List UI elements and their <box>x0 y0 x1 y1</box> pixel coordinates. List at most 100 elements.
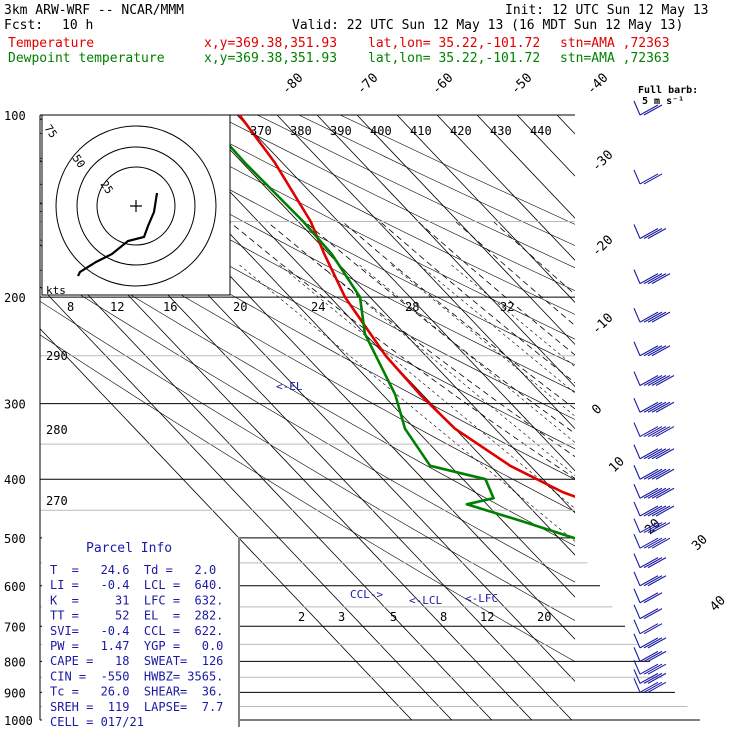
parcel-info-row: Tc = 26.0 SHEAR= 36. <box>50 685 223 699</box>
isotherm-line <box>597 115 740 720</box>
mixing-ratio-label: 28 <box>405 300 419 314</box>
mixing-ratio-label: 20 <box>537 610 551 624</box>
forecast-hours: 10 h <box>62 18 94 33</box>
pressure-tick-label: 1000 <box>4 714 33 728</box>
isotherm-label: -30 <box>589 148 616 175</box>
dry-adiabat <box>215 114 575 292</box>
temperature-xy: x,y=369.38,351.93 <box>204 36 338 51</box>
isotherm-label: 10 <box>606 454 628 476</box>
theta-label: 430 <box>490 124 512 138</box>
isotherm-line <box>476 114 575 219</box>
isotherm-label: -10 <box>589 311 616 338</box>
model-title: 3km ARW-WRF -- NCAR/MMM <box>4 3 185 18</box>
temperature-legend: Temperature <box>8 36 95 51</box>
temperature-latlon: lat,lon= 35.22,-101.72 <box>368 36 541 51</box>
parcel-info-row: SVI= -0.4 CCL = 622. <box>50 624 223 638</box>
wind-barb <box>633 633 667 649</box>
lcl-marker: <-LCL <box>409 594 442 607</box>
wind-barb <box>633 465 675 480</box>
mixing-ratio-label: 2 <box>298 610 305 624</box>
dewpoint-curve <box>201 114 575 540</box>
mixing-ratio-label: 8 <box>67 300 74 314</box>
isotherm-line <box>196 114 575 514</box>
hodograph-ring <box>96 166 176 246</box>
isotherm-label: -50 <box>508 71 535 98</box>
isotherm-line <box>276 114 575 430</box>
theta-label: 380 <box>290 124 312 138</box>
theta-label: 420 <box>450 124 472 138</box>
isotherm-label: -80 <box>279 71 306 98</box>
theta-label: 410 <box>410 124 432 138</box>
parcel-info-row: T = 24.6 Td = 2.0 <box>50 563 216 577</box>
wind-barb <box>633 518 671 534</box>
isotherm-label: -40 <box>584 71 611 98</box>
wind-barb <box>633 669 667 684</box>
wind-barb <box>633 533 671 549</box>
pressure-tick-label: 400 <box>4 473 26 487</box>
pressure-tick-label: 500 <box>4 532 26 546</box>
wind-barb <box>633 604 663 620</box>
isotherm-label: -60 <box>429 71 456 98</box>
mixing-ratio-label: 12 <box>110 300 124 314</box>
parcel-info-row: LI = -0.4 LCL = 640. <box>50 578 223 592</box>
hodograph-trace <box>77 192 159 277</box>
parcel-info-title: Parcel Info <box>86 541 172 556</box>
wind-barbs <box>633 100 675 693</box>
parcel-info-row: K = 31 LFC = 632. <box>50 593 223 607</box>
wind-barb <box>633 398 675 413</box>
mixing-ratio-label: 20 <box>233 300 247 314</box>
isotherm-line <box>40 328 413 721</box>
dewpoint-latlon: lat,lon= 35.22,-101.72 <box>368 51 541 66</box>
theta-label: 440 <box>530 124 552 138</box>
valid-time: Valid: 22 UTC Sun 12 May 13 (16 MDT Sun … <box>292 18 684 33</box>
mixing-ratio-label: 32 <box>500 300 514 314</box>
isotherm-line <box>356 114 575 346</box>
parcel-info-row: SREH = 119 LAPSE= 7.7 <box>50 700 223 714</box>
wind-barb <box>633 341 671 357</box>
dry-adiabat <box>257 114 575 269</box>
mixing-ratio-line <box>359 264 575 443</box>
mixing-ratio-line <box>419 264 575 394</box>
pressure-tick-label: 200 <box>4 291 26 305</box>
theta-label: 270 <box>46 494 68 508</box>
isotherm-line <box>40 243 493 721</box>
wind-barb <box>633 619 663 635</box>
theta-label: 280 <box>46 423 68 437</box>
wind-barb <box>633 659 667 675</box>
wind-barb <box>633 224 667 239</box>
isotherm-line <box>436 114 575 261</box>
profile-curves <box>201 114 575 540</box>
pressure-tick-label: 300 <box>4 398 26 412</box>
parcel-info-row: CELL = 017/21 <box>50 715 144 729</box>
hodograph-ring-label: 75 <box>42 122 60 140</box>
moist-adiabat <box>379 221 575 384</box>
wind-barb <box>633 484 675 499</box>
dry-adiabat <box>340 114 575 225</box>
wind-barb <box>633 678 667 693</box>
isotherm-label: 0 <box>589 402 605 418</box>
lfc-marker: <-LFC <box>465 592 498 605</box>
dewpoint-station: stn=AMA ,72363 <box>560 51 670 66</box>
wind-barb <box>633 422 675 438</box>
wind-barb <box>633 269 671 285</box>
pressure-tick-label: 700 <box>4 620 26 634</box>
hodograph-center-mark <box>130 200 142 212</box>
isotherm-label: 30 <box>689 532 711 554</box>
mixing-ratio-label: 12 <box>480 610 494 624</box>
isotherm-label: -70 <box>354 71 381 98</box>
hodograph-ring-label: 25 <box>98 178 116 196</box>
theta-label: 290 <box>46 349 68 363</box>
theta-label: 400 <box>370 124 392 138</box>
isotherm-line <box>516 114 575 177</box>
mixing-ratio-label: 3 <box>338 610 345 624</box>
temperature-station: stn=AMA ,72363 <box>560 36 670 51</box>
pressure-tick-label: 100 <box>4 109 26 123</box>
hodograph-ring-label: 50 <box>70 152 88 170</box>
wind-barb <box>633 588 663 604</box>
el-marker: <-EL <box>276 380 303 393</box>
init-time: Init: 12 UTC Sun 12 May 13 <box>505 3 709 18</box>
mixing-ratio-label: 8 <box>440 610 447 624</box>
theta-label: 370 <box>250 124 272 138</box>
